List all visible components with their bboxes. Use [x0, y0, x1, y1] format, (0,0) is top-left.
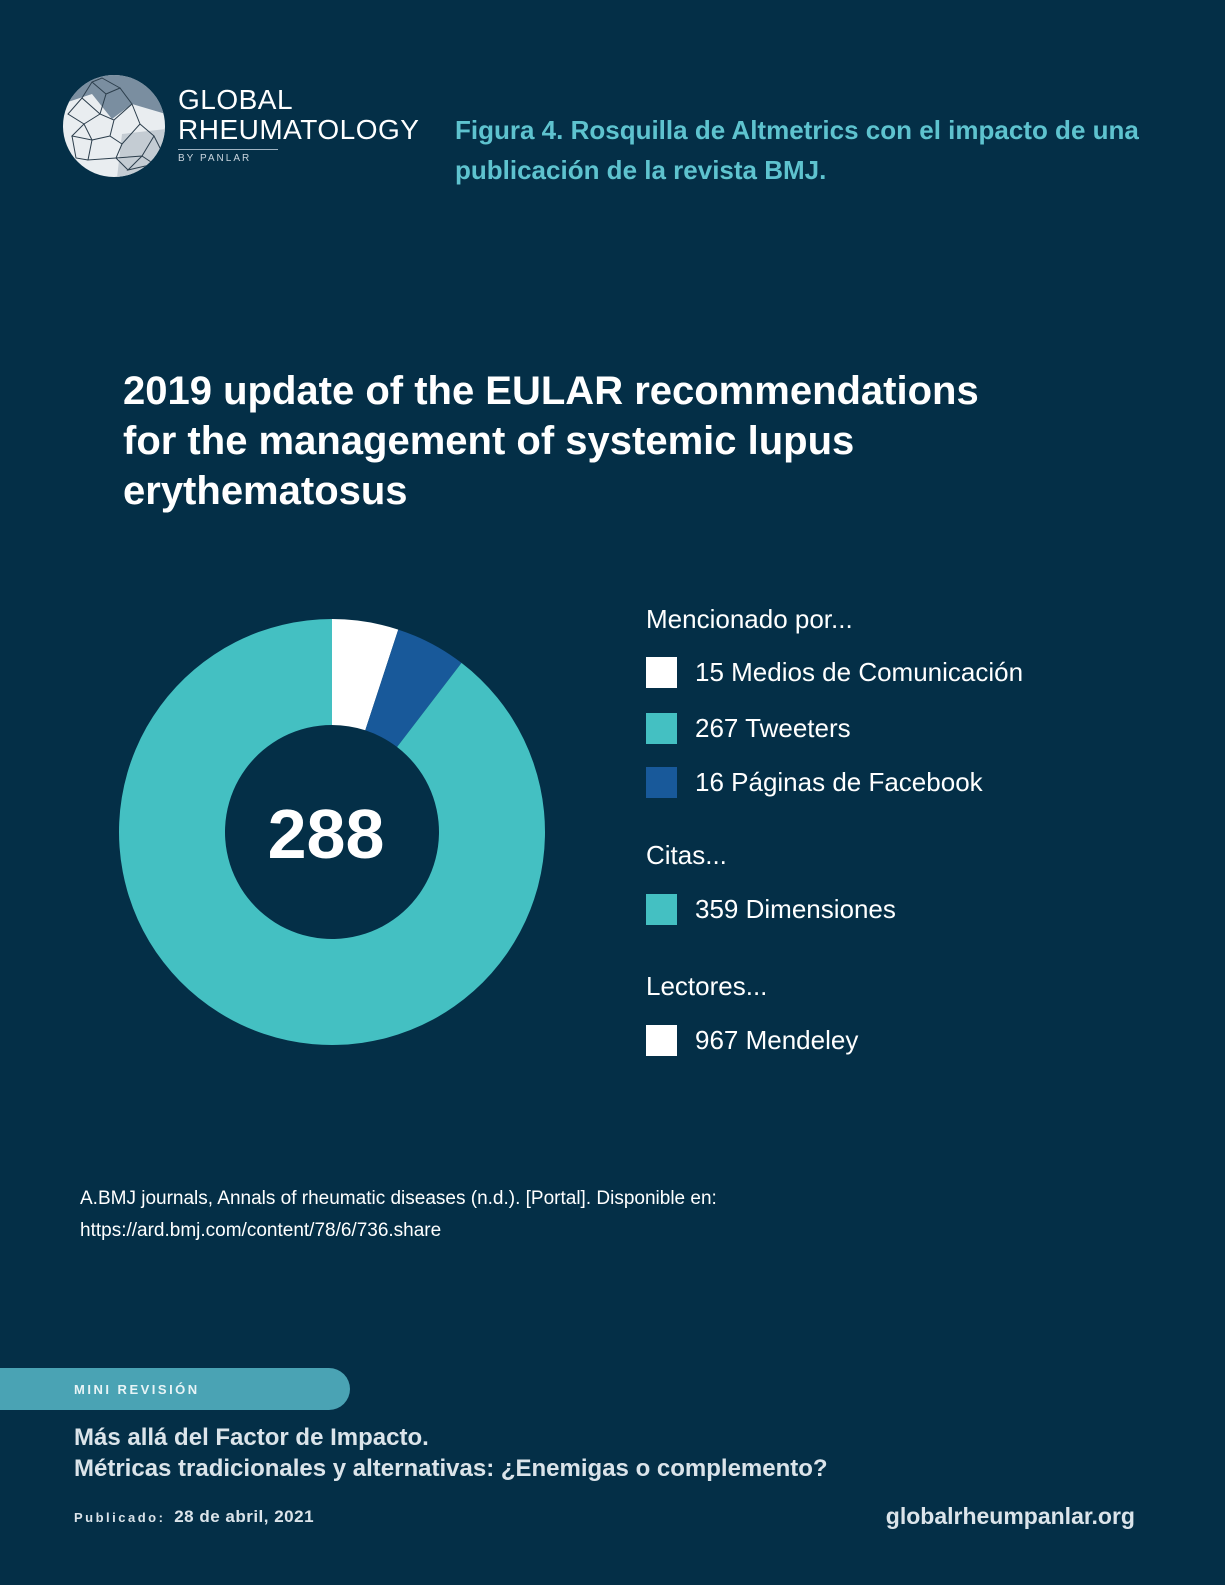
section-badge: MINI REVISIÓN: [0, 1368, 350, 1410]
legend-heading-citations: Citas...: [646, 840, 727, 870]
section-badge-label: MINI REVISIÓN: [74, 1382, 200, 1397]
altmetric-donut-chart: 288: [118, 618, 550, 1055]
published-label: Publicado:: [74, 1510, 166, 1525]
legend-swatch: [646, 766, 677, 798]
figure-caption: Figura 4. Rosquilla de Altmetrics con el…: [455, 115, 1139, 185]
legend-swatch: [646, 712, 677, 744]
legend-label: 359 Dimensiones: [695, 893, 896, 924]
published-info: Publicado: 28 de abril, 2021: [74, 1507, 314, 1527]
footer-article-title: Más allá del Factor de Impacto. Métricas…: [74, 1422, 1074, 1484]
legend-swatch: [646, 656, 677, 688]
logo-line-global: GLOBAL: [178, 84, 294, 115]
legend-item: 15 Medios de Comunicación: [646, 656, 1023, 688]
footer-title-line: Más allá del Factor de Impacto.: [74, 1424, 429, 1451]
source-url: https://ard.bmj.com/content/78/6/736.sha…: [80, 1220, 442, 1241]
donut-center-total: 288: [268, 795, 385, 873]
legend-heading-readers: Lectores...: [646, 971, 768, 1001]
legend-swatch: [646, 893, 677, 925]
donut-slice-1: [365, 629, 462, 748]
donut-slice-0: [332, 619, 399, 731]
legend-item: 967 Mendeley: [646, 1024, 858, 1056]
logo-divider: [178, 149, 278, 150]
legend-label: 15 Medios de Comunicación: [695, 656, 1024, 687]
article-title: 2019 update of the EULAR recommendations…: [123, 369, 979, 513]
donut-slices: [119, 619, 546, 1045]
donut-slice-2: [119, 619, 546, 1045]
logo-emblem: [62, 74, 166, 178]
legend-swatch: [646, 1024, 677, 1056]
legend-label: 967 Mendeley: [695, 1024, 859, 1055]
logo-line-rheumatology: RHEUMATOLOGY: [178, 114, 420, 145]
legend-item: 16 Páginas de Facebook: [646, 766, 983, 798]
logo-wordmark: GLOBAL RHEUMATOLOGY BY PANLAR: [178, 86, 419, 164]
donut-svg: 288: [119, 619, 546, 1045]
legend-label: 16 Páginas de Facebook: [695, 766, 983, 797]
published-date: 28 de abril, 2021: [174, 1507, 315, 1526]
legend-item: 267 Tweeters: [646, 712, 851, 744]
legend-heading-mentioned: Mencionado por...: [646, 604, 853, 634]
website-link[interactable]: globalrheumpanlar.org: [885, 1503, 1135, 1529]
legend-item: 359 Dimensiones: [646, 893, 896, 925]
source-line: A.BMJ journals, Annals of rheumatic dise…: [80, 1188, 717, 1209]
logo-byline: BY PANLAR: [178, 153, 252, 164]
footer-title-line: Métricas tradicionales y alternativas: ¿…: [74, 1455, 828, 1482]
legend-label: 267 Tweeters: [695, 712, 851, 743]
source-citation: A.BMJ journals, Annals of rheumatic dise…: [80, 1183, 980, 1247]
